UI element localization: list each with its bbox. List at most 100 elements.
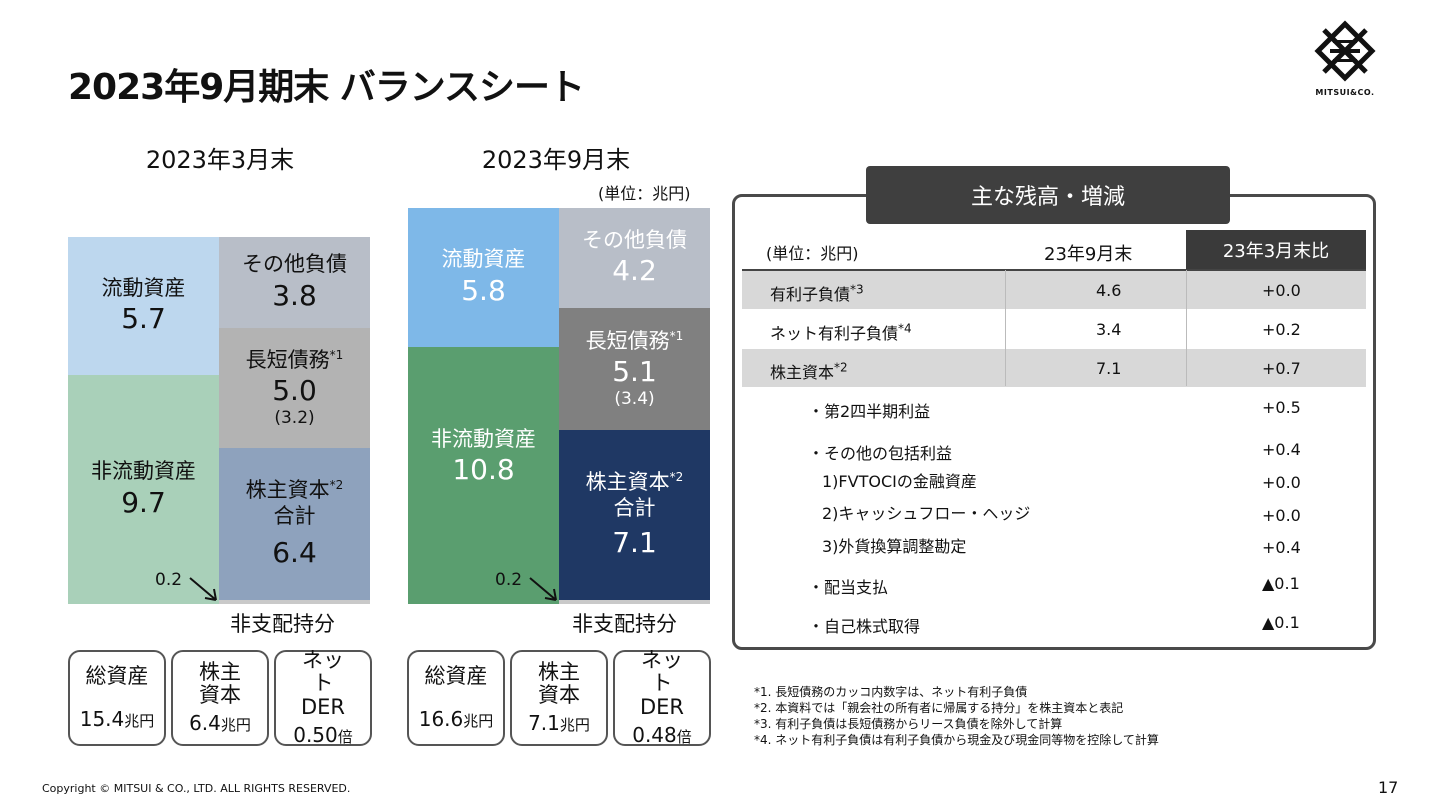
right-total-assets-unit: 兆円 bbox=[463, 711, 494, 730]
left-equity-label-total: 合計 bbox=[273, 503, 316, 528]
left-equity: 株主資本*2 合計 6.4 bbox=[219, 448, 370, 600]
sub-row-label: 2)キャッシュフロー・ヘッジ bbox=[822, 504, 1031, 523]
right-period-label: 2023年9月末 bbox=[481, 146, 631, 174]
right-other-liabilities-value: 4.2 bbox=[612, 254, 657, 288]
right-equity-box-label: 株主 資本 bbox=[538, 659, 580, 707]
right-der-value: 0.48 bbox=[632, 722, 677, 747]
left-equity-box: 株主 資本 6.4兆円 bbox=[171, 650, 269, 746]
panel-title: 主な残高・増減 bbox=[866, 166, 1230, 224]
left-equity-box-unit: 兆円 bbox=[220, 716, 251, 735]
mitsui-logo: MITSUI&CO. bbox=[1300, 18, 1390, 104]
row-value: 7.1 bbox=[1096, 359, 1122, 378]
row-sup: *3 bbox=[850, 282, 864, 297]
right-equity-box: 株主 資本 7.1兆円 bbox=[510, 650, 608, 746]
left-noncurrent-assets: 非流動資産 9.7 bbox=[68, 375, 219, 604]
footnote: *2. 本資料では「親会社の所有者に帰属する持分」を株主資本と表記 bbox=[754, 701, 1124, 715]
left-current-assets-label: 流動資産 bbox=[101, 275, 186, 300]
right-debt-label: 長短債務 bbox=[585, 328, 670, 353]
left-total-assets-label: 総資産 bbox=[85, 664, 149, 689]
left-current-assets-value: 5.7 bbox=[121, 302, 166, 336]
sub-row-diff: +0.4 bbox=[1262, 538, 1301, 557]
left-total-assets-box: 総資産 15.4兆円 bbox=[68, 650, 166, 746]
left-der-unit: 倍 bbox=[337, 727, 353, 746]
left-equity-value: 6.4 bbox=[272, 535, 317, 569]
copyright: Copyright © MITSUI & CO., LTD. ALL RIGHT… bbox=[42, 782, 351, 795]
left-net-debt-value: (3.2) bbox=[274, 407, 315, 428]
sub-row-label: ・その他の包括利益 bbox=[808, 444, 953, 463]
right-nci-strip bbox=[559, 600, 710, 604]
row-diff: +0.7 bbox=[1262, 359, 1301, 378]
right-nci-value: 0.2 bbox=[495, 570, 523, 590]
right-nci-label: 非支配持分 bbox=[572, 612, 677, 636]
right-other-liabilities: その他負債 4.2 bbox=[559, 208, 710, 308]
left-period-label: 2023年3月末 bbox=[145, 146, 295, 174]
header-rule bbox=[742, 269, 1366, 271]
sub-row-label: ・配当支払 bbox=[808, 578, 889, 597]
footnote: *4. ネット有利子負債は有利子負債から現金及び現金同等物を控除して計算 bbox=[754, 733, 1159, 747]
panel-unit: (単位：兆円) bbox=[766, 244, 859, 263]
table-row: ネット有利子負債*4 3.4 +0.2 bbox=[742, 310, 1366, 348]
row-diff: +0.2 bbox=[1262, 320, 1301, 339]
left-current-assets: 流動資産 5.7 bbox=[68, 237, 219, 375]
left-der-box: ネット DER 0.50倍 bbox=[274, 648, 372, 747]
right-current-assets-value: 5.8 bbox=[461, 273, 506, 307]
footnote: *1. 長短債務のカッコ内数字は、ネット有利子負債 bbox=[754, 685, 1028, 699]
left-total-assets-value: 15.4 bbox=[79, 706, 125, 731]
row-value: 4.6 bbox=[1096, 281, 1122, 300]
right-noncurrent-assets-label: 非流動資産 bbox=[431, 427, 536, 451]
left-equity-label: 株主資本 bbox=[245, 478, 330, 503]
right-debt: 長短債務*1 5.1 (3.4) bbox=[559, 308, 710, 430]
right-equity-label-total: 合計 bbox=[613, 495, 656, 520]
left-noncurrent-assets-label: 非流動資産 bbox=[91, 459, 196, 484]
right-debt-sup: *1 bbox=[669, 328, 684, 343]
sub-row-diff: +0.4 bbox=[1262, 440, 1301, 459]
left-der-label: ネット DER bbox=[300, 648, 346, 719]
right-noncurrent-assets-value: 10.8 bbox=[452, 453, 515, 487]
left-debt-sup: *1 bbox=[329, 347, 344, 362]
left-equity-box-label: 株主 資本 bbox=[199, 659, 241, 707]
right-equity: 株主資本*2 合計 7.1 bbox=[559, 430, 710, 600]
right-der-box: ネット DER 0.48倍 bbox=[613, 648, 711, 747]
right-der-label: ネット DER bbox=[639, 648, 685, 719]
right-noncurrent-assets: 非流動資産 10.8 bbox=[408, 347, 559, 604]
right-other-liabilities-label: その他負債 bbox=[582, 227, 687, 252]
left-noncurrent-assets-value: 9.7 bbox=[121, 485, 166, 519]
right-current-assets-label: 流動資産 bbox=[441, 247, 526, 272]
page-number: 17 bbox=[1378, 778, 1399, 797]
sub-row-label: 1)FVTOCIの金融資産 bbox=[822, 472, 977, 491]
row-label: ネット有利子負債 bbox=[770, 324, 899, 343]
table-row: 有利子負債*3 4.6 +0.0 bbox=[742, 271, 1366, 309]
left-other-liabilities: その他負債 3.8 bbox=[219, 237, 370, 328]
row-sup: *4 bbox=[898, 321, 912, 336]
left-equity-sup: *2 bbox=[329, 478, 344, 493]
right-equity-box-value: 7.1 bbox=[528, 711, 560, 736]
left-nci-strip bbox=[219, 600, 370, 604]
column-divider bbox=[1005, 270, 1006, 386]
right-nci-arrow-icon bbox=[529, 577, 557, 601]
sub-row-label: ・自己株式取得 bbox=[808, 617, 921, 636]
row-label: 株主資本 bbox=[770, 363, 835, 382]
row-diff: +0.0 bbox=[1262, 281, 1301, 300]
right-total-assets-box: 総資産 16.6兆円 bbox=[407, 650, 505, 746]
right-total-assets-label: 総資産 bbox=[424, 664, 488, 689]
sub-row-diff: ▲0.1 bbox=[1262, 574, 1300, 593]
right-equity-label: 株主資本 bbox=[585, 470, 670, 495]
sub-row-label: 3)外貨換算調整勘定 bbox=[822, 537, 967, 556]
page-title: 2023年9月期末 バランスシート bbox=[68, 67, 585, 108]
col-vs-mar-header: 23年3月末比 bbox=[1186, 230, 1366, 270]
right-equity-box-unit: 兆円 bbox=[559, 716, 590, 735]
sub-row-diff: +0.0 bbox=[1262, 506, 1301, 525]
sub-row-diff: +0.0 bbox=[1262, 473, 1301, 492]
right-equity-sup: *2 bbox=[669, 470, 684, 485]
col-sep-end-header: 23年9月末 bbox=[1044, 244, 1133, 265]
left-der-value: 0.50 bbox=[293, 722, 338, 747]
unit-label: (単位：兆円) bbox=[598, 184, 691, 203]
right-equity-value: 7.1 bbox=[612, 525, 657, 559]
right-total-assets-value: 16.6 bbox=[418, 706, 464, 731]
row-sup: *2 bbox=[834, 360, 848, 375]
left-other-liabilities-label: その他負債 bbox=[242, 252, 347, 277]
logo-mark-icon bbox=[1314, 20, 1376, 82]
left-debt-value: 5.0 bbox=[272, 373, 317, 407]
left-equity-box-value: 6.4 bbox=[189, 711, 221, 736]
right-net-debt-value: (3.4) bbox=[614, 388, 655, 409]
